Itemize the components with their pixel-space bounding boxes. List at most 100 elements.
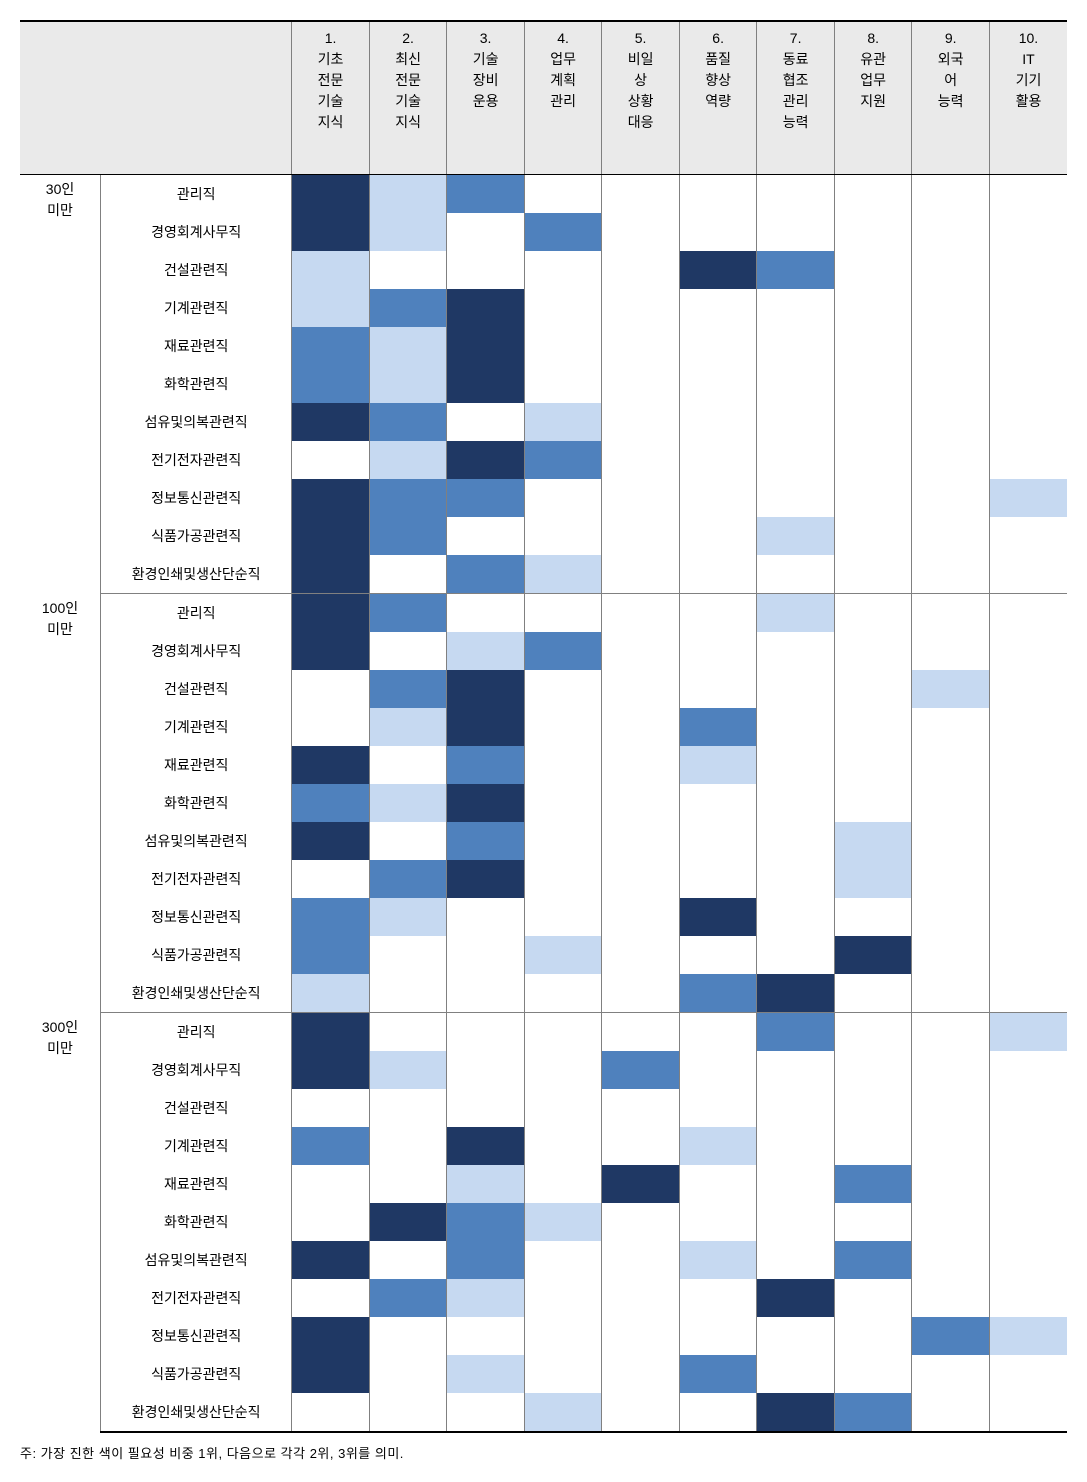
cell bbox=[989, 1127, 1067, 1165]
job-label: 건설관련직 bbox=[101, 670, 292, 708]
cell bbox=[912, 1317, 990, 1355]
cell bbox=[834, 1355, 912, 1393]
cell bbox=[834, 898, 912, 936]
cell bbox=[524, 594, 602, 633]
job-label: 경영회계사무직 bbox=[101, 632, 292, 670]
cell bbox=[834, 289, 912, 327]
table-row: 건설관련직 bbox=[20, 670, 1067, 708]
table-row: 재료관련직 bbox=[20, 746, 1067, 784]
cell bbox=[912, 365, 990, 403]
cell bbox=[292, 1241, 370, 1279]
job-label: 식품가공관련직 bbox=[101, 1355, 292, 1393]
cell bbox=[524, 1165, 602, 1203]
cell bbox=[912, 555, 990, 594]
cell bbox=[447, 213, 525, 251]
cell bbox=[447, 974, 525, 1013]
cell bbox=[292, 1393, 370, 1432]
table-row: 건설관련직 bbox=[20, 1089, 1067, 1127]
cell bbox=[292, 1089, 370, 1127]
table-row: 식품가공관련직 bbox=[20, 936, 1067, 974]
cell bbox=[834, 1203, 912, 1241]
cell bbox=[912, 403, 990, 441]
cell bbox=[447, 1051, 525, 1089]
cell bbox=[757, 746, 835, 784]
cell bbox=[524, 175, 602, 214]
cell bbox=[989, 746, 1067, 784]
header-blank bbox=[20, 21, 292, 175]
col-header-6: 6.품질향상역량 bbox=[679, 21, 757, 175]
group-label: 30인미만 bbox=[20, 175, 101, 594]
cell bbox=[369, 327, 447, 365]
cell bbox=[834, 1279, 912, 1317]
cell bbox=[447, 365, 525, 403]
cell bbox=[524, 1279, 602, 1317]
cell bbox=[602, 479, 680, 517]
cell bbox=[524, 1355, 602, 1393]
cell bbox=[602, 1051, 680, 1089]
table-row: 경영회계사무직 bbox=[20, 632, 1067, 670]
cell bbox=[912, 708, 990, 746]
cell bbox=[369, 1279, 447, 1317]
cell bbox=[989, 1279, 1067, 1317]
cell bbox=[292, 632, 370, 670]
cell bbox=[292, 289, 370, 327]
cell bbox=[602, 974, 680, 1013]
cell bbox=[292, 822, 370, 860]
cell bbox=[369, 365, 447, 403]
cell bbox=[524, 213, 602, 251]
cell bbox=[447, 175, 525, 214]
table-row: 전기전자관련직 bbox=[20, 441, 1067, 479]
cell bbox=[524, 1051, 602, 1089]
cell bbox=[834, 670, 912, 708]
cell bbox=[602, 175, 680, 214]
cell bbox=[447, 670, 525, 708]
table-row: 화학관련직 bbox=[20, 784, 1067, 822]
cell bbox=[292, 594, 370, 633]
cell bbox=[524, 632, 602, 670]
table-row: 전기전자관련직 bbox=[20, 1279, 1067, 1317]
cell bbox=[447, 708, 525, 746]
cell bbox=[834, 974, 912, 1013]
cell bbox=[602, 670, 680, 708]
cell bbox=[524, 746, 602, 784]
cell bbox=[447, 441, 525, 479]
cell bbox=[757, 898, 835, 936]
table-row: 환경인쇄및생산단순직 bbox=[20, 555, 1067, 594]
job-label: 전기전자관련직 bbox=[101, 441, 292, 479]
table-row: 300인미만관리직 bbox=[20, 1013, 1067, 1052]
cell bbox=[989, 403, 1067, 441]
cell bbox=[679, 403, 757, 441]
cell bbox=[602, 860, 680, 898]
cell bbox=[369, 898, 447, 936]
cell bbox=[292, 1013, 370, 1052]
cell bbox=[912, 594, 990, 633]
cell bbox=[757, 632, 835, 670]
cell bbox=[757, 1051, 835, 1089]
cell bbox=[369, 251, 447, 289]
cell bbox=[912, 1165, 990, 1203]
cell bbox=[292, 1127, 370, 1165]
cell bbox=[989, 365, 1067, 403]
cell bbox=[989, 1203, 1067, 1241]
cell bbox=[292, 746, 370, 784]
cell bbox=[989, 327, 1067, 365]
cell bbox=[369, 175, 447, 214]
col-header-5: 5.비일상상황대응 bbox=[602, 21, 680, 175]
cell bbox=[679, 1317, 757, 1355]
cell bbox=[757, 1089, 835, 1127]
cell bbox=[912, 670, 990, 708]
cell bbox=[369, 441, 447, 479]
cell bbox=[989, 594, 1067, 633]
cell bbox=[369, 1165, 447, 1203]
table-body: 30인미만관리직경영회계사무직건설관련직기계관련직재료관련직화학관련직섬유및의복… bbox=[20, 175, 1067, 1433]
cell bbox=[679, 1013, 757, 1052]
cell bbox=[369, 213, 447, 251]
cell bbox=[912, 974, 990, 1013]
cell bbox=[447, 1089, 525, 1127]
cell bbox=[292, 784, 370, 822]
cell bbox=[989, 1013, 1067, 1052]
cell bbox=[602, 1165, 680, 1203]
cell bbox=[989, 898, 1067, 936]
cell bbox=[679, 1393, 757, 1432]
cell bbox=[369, 784, 447, 822]
